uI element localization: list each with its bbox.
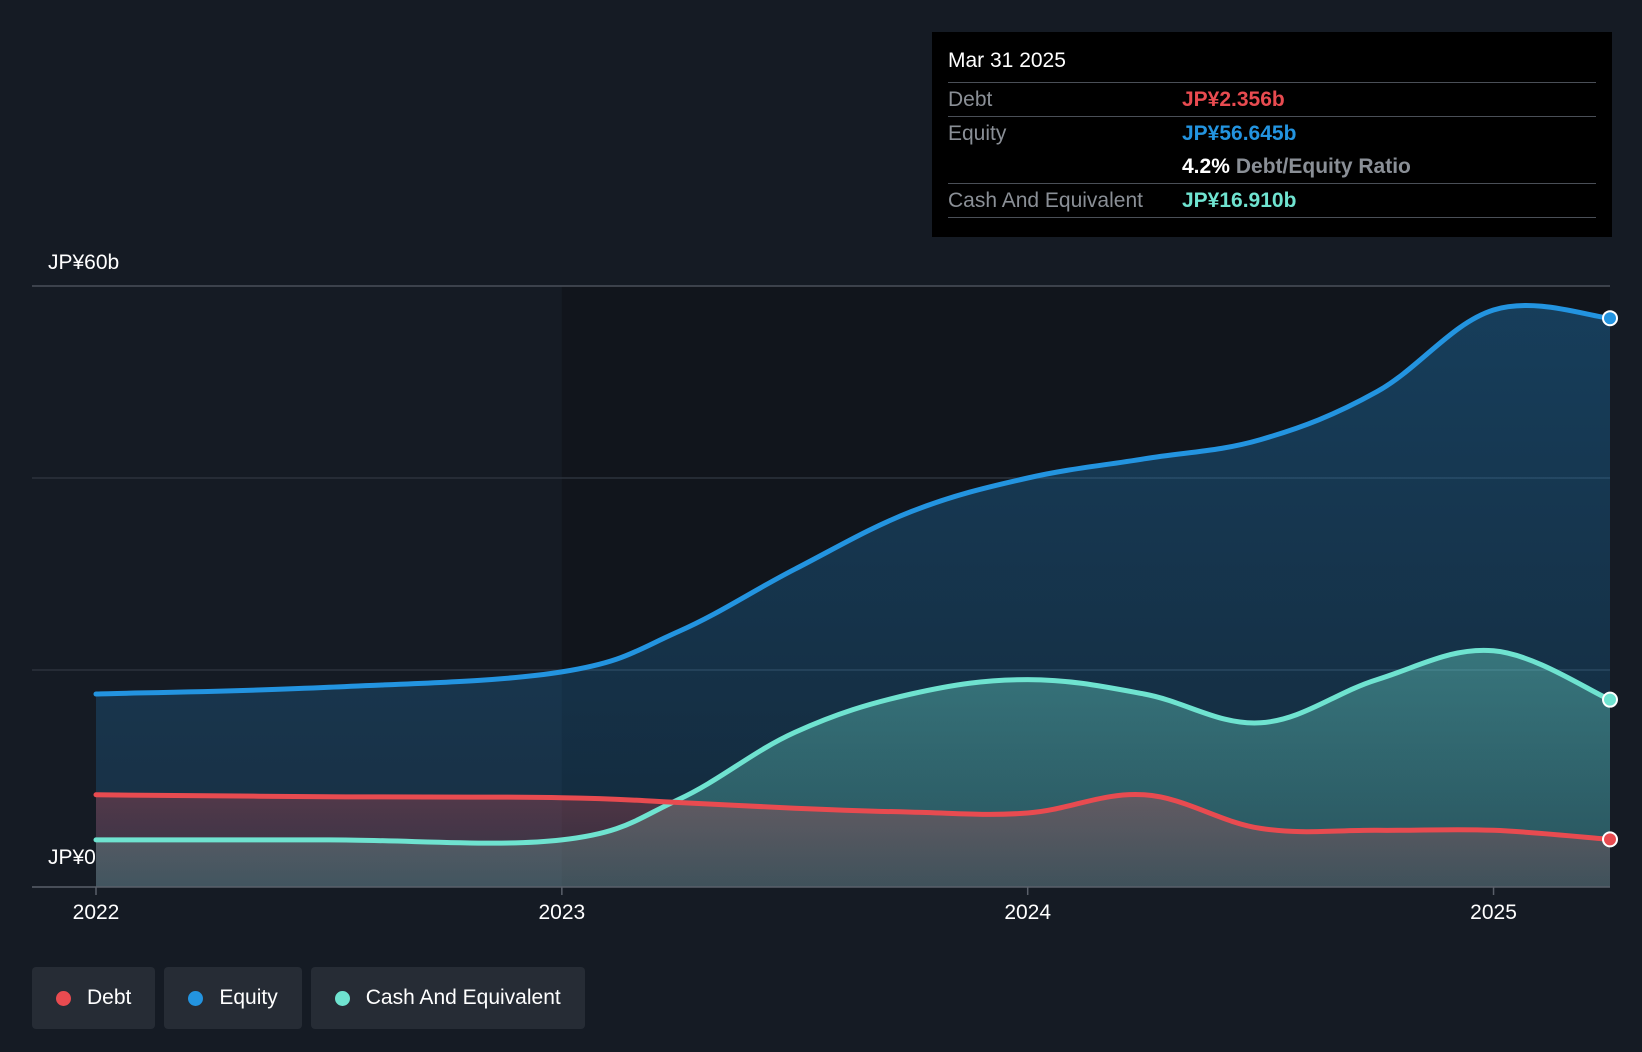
debt-end-marker[interactable] [1602,831,1618,848]
tooltip-debt-value: JP¥2.356b [1182,88,1285,111]
legend-item-cash[interactable]: Cash And Equivalent [310,967,585,1029]
tooltip-ratio-value: 4.2% [1182,155,1230,178]
cash-line [93,647,1613,846]
tooltip-date: Mar 31 2025 [948,46,1596,83]
legend-dot-equity [188,990,204,1006]
tooltip-equity-value: JP¥56.645b [1182,122,1297,145]
legend-label-debt: Debt [87,986,132,1009]
series-lines [93,303,1613,846]
x-tick-label-2025: 2025 [1470,901,1517,924]
tooltip-ratio-label: Debt/Equity Ratio [1235,155,1411,178]
legend: Debt Equity Cash And Equivalent [32,967,585,1029]
legend-dot-debt [56,990,71,1006]
debt-area [96,794,1610,887]
legend-item-equity[interactable]: Equity [164,967,302,1029]
series-areas [96,305,1610,887]
x-tick-label-2022: 2022 [73,901,120,924]
tooltip-debt-label: Debt [948,88,993,111]
tooltip-equity-row: Equity JP¥56.645b [948,117,1596,150]
tooltip-equity-label: Equity [948,122,1007,145]
legend-label-cash: Cash And Equivalent [365,986,561,1009]
y-axis: JP¥60b JP¥0 [48,251,119,869]
tooltip-cash-label: Cash And Equivalent [948,189,1143,212]
series-end-markers [1602,310,1618,848]
tooltip-cash-row: Cash And Equivalent JP¥16.910b [948,184,1596,218]
x-axis: 2022 2023 2024 2025 [32,886,1610,924]
y-tick-label-0: JP¥0 [48,846,96,869]
x-tick-label-2024: 2024 [1004,901,1051,924]
cash-end-marker[interactable] [1602,691,1618,708]
tooltip-ratio-spacer [948,150,1182,183]
legend-label-equity: Equity [219,986,278,1009]
tooltip-debt-row: Debt JP¥2.356b [948,83,1596,117]
legend-item-debt[interactable]: Debt [32,967,156,1029]
x-tick-label-2023: 2023 [538,901,585,924]
equity-end-marker[interactable] [1602,310,1618,327]
y-tick-label-60: JP¥60b [48,251,119,274]
tooltip: Mar 31 2025 Debt JP¥2.356b Equity JP¥56.… [932,32,1612,237]
tooltip-cash-value: JP¥16.910b [1182,189,1297,212]
legend-dot-cash [334,990,350,1006]
debt-line [93,792,1613,842]
equity-line [93,303,1613,697]
tooltip-ratio-row: 4.2% Debt/Equity Ratio [948,150,1596,184]
